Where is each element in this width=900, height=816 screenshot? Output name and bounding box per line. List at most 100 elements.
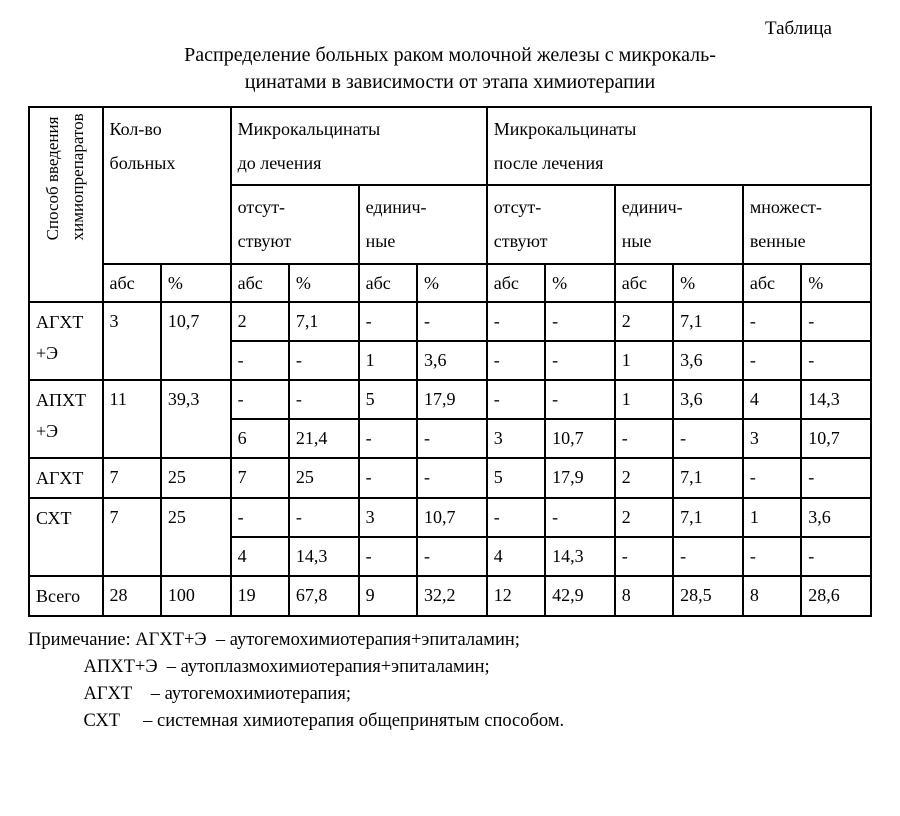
data-table: Способ введенияхимиопрепаратов Кол-вобол… [28,106,872,618]
hdr-abs: абс [231,264,289,303]
cell-value: - [487,380,545,419]
cell-value: 67,8 [289,576,359,617]
cell-value: 3,6 [417,341,487,380]
cell-value: 9 [359,576,417,617]
cell-count-pct: 25 [161,498,231,576]
hdr-pct: % [289,264,359,303]
cell-method: СХТ [29,498,103,576]
cell-value: 3,6 [801,498,871,537]
note-line: Примечание: АГХТ+Э – аутогемохимиотерапи… [28,627,872,654]
cell-value: - [673,419,743,458]
hdr-method: Способ введенияхимиопрепаратов [29,107,103,303]
cell-count-pct: 39,3 [161,380,231,458]
cell-value: - [359,302,417,341]
cell-value: - [417,458,487,499]
cell-value: 2 [615,458,673,499]
hdr-pct: % [161,264,231,303]
cell-method: АГХТ [29,458,103,499]
cell-value: 25 [289,458,359,499]
hdr-after: Микрокальцинатыпосле лечения [487,107,871,185]
cell-value: - [231,341,289,380]
cell-value: 12 [487,576,545,617]
table-row: АГХТ+Э310,727,1----27,1-- [29,302,871,341]
table-row: Всего281001967,8932,21242,9828,5828,6 [29,576,871,617]
cell-value: 3 [487,419,545,458]
cell-value: 2 [231,302,289,341]
cell-count-abs: 11 [103,380,161,458]
cell-value: - [289,341,359,380]
hdr-pct: % [545,264,615,303]
cell-value: 6 [231,419,289,458]
cell-value: - [231,380,289,419]
note-line: АГХТ – аутогемохимиотерапия; [28,681,872,708]
cell-value: 4 [743,380,801,419]
cell-count-abs: 7 [103,498,161,576]
cell-count-abs: 7 [103,458,161,499]
table-head: Способ введенияхимиопрепаратов Кол-вобол… [29,107,871,303]
cell-value: - [487,341,545,380]
cell-value: - [231,498,289,537]
hdr-after-multiple: множест-венные [743,185,871,263]
cell-value: 3,6 [673,380,743,419]
hdr-after-absent: отсут-ствуют [487,185,615,263]
cell-value: 14,3 [801,380,871,419]
hdr-pct: % [417,264,487,303]
hdr-before-absent: отсут-ствуют [231,185,359,263]
cell-value: 7 [231,458,289,499]
cell-value: 1 [615,341,673,380]
cell-value: 5 [487,458,545,499]
hdr-abs: абс [359,264,417,303]
cell-value: 14,3 [289,537,359,576]
cell-value: 1 [615,380,673,419]
cell-value: - [545,498,615,537]
note-line: АПХТ+Э – аутоплазмохимиотерапия+эпиталам… [28,654,872,681]
hdr-before-single: единич-ные [359,185,487,263]
cell-value: - [359,458,417,499]
cell-value: - [359,537,417,576]
cell-value: 2 [615,498,673,537]
hdr-count: Кол-вобольных [103,107,231,264]
cell-value: 32,2 [417,576,487,617]
cell-value: - [615,537,673,576]
hdr-abs: абс [487,264,545,303]
cell-value: 28,6 [801,576,871,617]
hdr-abs: абс [743,264,801,303]
cell-method: АПХТ+Э [29,380,103,458]
cell-value: - [289,498,359,537]
cell-count-pct: 10,7 [161,302,231,380]
table-row: СХТ725--310,7--27,113,6 [29,498,871,537]
cell-value: - [743,537,801,576]
cell-value: - [417,537,487,576]
cell-value: - [801,458,871,499]
cell-value: 4 [487,537,545,576]
cell-value: - [289,380,359,419]
cell-value: 19 [231,576,289,617]
cell-value: 7,1 [673,458,743,499]
cell-value: 2 [615,302,673,341]
cell-value: 17,9 [545,458,615,499]
hdr-pct: % [801,264,871,303]
cell-count-abs: 28 [103,576,161,617]
cell-value: 7,1 [673,302,743,341]
cell-value: 3,6 [673,341,743,380]
cell-value: - [673,537,743,576]
cell-value: 7,1 [289,302,359,341]
cell-value: 3 [359,498,417,537]
cell-count-pct: 25 [161,458,231,499]
hdr-abs: абс [103,264,161,303]
cell-value: - [743,302,801,341]
cell-value: 7,1 [673,498,743,537]
cell-value: 17,9 [417,380,487,419]
cell-value: 8 [743,576,801,617]
cell-value: 5 [359,380,417,419]
cell-count-abs: 3 [103,302,161,380]
cell-count-pct: 100 [161,576,231,617]
hdr-pct: % [673,264,743,303]
hdr-before: Микрокальцинатыдо лечения [231,107,487,185]
cell-value: - [359,419,417,458]
note-line: СХТ – системная химиотерапия общеприняты… [28,708,872,735]
cell-value: - [417,419,487,458]
table-notes: Примечание: АГХТ+Э – аутогемохимиотерапи… [28,627,872,734]
cell-value: - [801,302,871,341]
hdr-after-single: единич-ные [615,185,743,263]
